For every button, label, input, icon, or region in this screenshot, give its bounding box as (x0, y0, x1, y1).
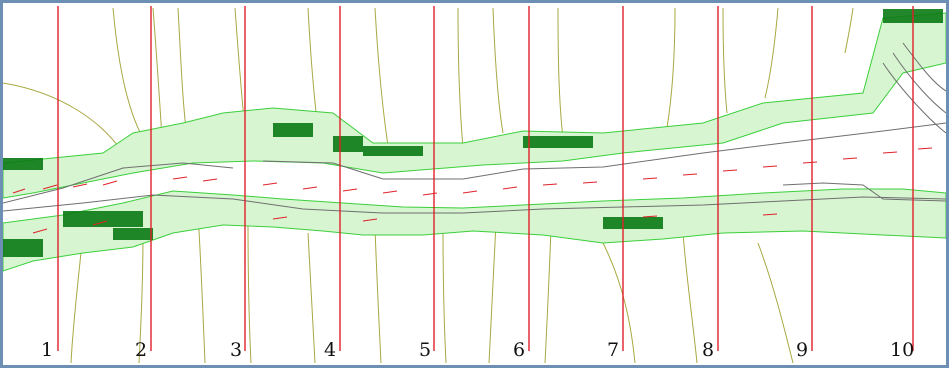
velocity-vector (42, 184, 58, 190)
dry-cell-block (3, 239, 43, 257)
contour-line (666, 7, 676, 129)
upper-bank-band (3, 12, 946, 199)
velocity-vector (682, 173, 698, 176)
section-label-2: 2 (135, 339, 148, 361)
section-label-8: 8 (702, 339, 715, 361)
contour-line (892, 52, 946, 114)
dry-cell-block (603, 217, 663, 229)
contour-line (844, 7, 854, 54)
section-label-10: 10 (890, 339, 915, 361)
velocity-vector (32, 228, 48, 234)
velocity-vector (502, 186, 518, 190)
velocity-vector (642, 177, 658, 180)
contour-line (488, 222, 497, 364)
velocity-vector (342, 188, 358, 192)
section-label-3: 3 (230, 339, 243, 361)
velocity-vector (302, 186, 318, 190)
section-label-1: 1 (41, 339, 54, 361)
contour-line (3, 194, 946, 214)
contour-line (602, 242, 636, 364)
wet-cell-mesh (3, 12, 946, 272)
contour-line (457, 7, 464, 149)
dry-cell-blocks (3, 9, 943, 257)
dry-cell-block (523, 136, 593, 148)
velocity-vector (882, 151, 898, 154)
velocity-vector (762, 165, 778, 168)
contour-line (138, 232, 144, 364)
velocity-vector (262, 182, 278, 186)
contour-line (782, 182, 946, 202)
dry-cell-block (3, 158, 43, 170)
dry-cell-block (113, 228, 153, 240)
lower-bank-band (3, 188, 946, 272)
contour-line (3, 162, 234, 204)
contour-line (442, 227, 447, 364)
velocity-vector (762, 213, 778, 216)
contour-line (197, 212, 206, 364)
contour-line (247, 217, 252, 364)
flow-field-plot[interactable] (3, 3, 946, 365)
velocity-vector (802, 161, 818, 164)
velocity-vector (582, 181, 598, 184)
dry-cell-block (273, 123, 313, 137)
section-label-9: 9 (796, 339, 809, 361)
contour-line (544, 227, 552, 364)
contour-line (882, 62, 946, 134)
contour-line (492, 7, 504, 134)
contour-line (557, 7, 564, 139)
section-label-6: 6 (513, 339, 526, 361)
velocity-vector (72, 183, 88, 188)
velocity-vector (362, 218, 378, 222)
velocity-vectors (12, 147, 933, 234)
contour-line (3, 82, 124, 154)
contour-line (902, 42, 946, 92)
section-label-5: 5 (419, 339, 432, 361)
contour-line (307, 232, 316, 364)
cross-section-lines (57, 6, 914, 351)
contour-line (682, 232, 698, 364)
contour-line (764, 7, 779, 99)
contour-lines-outer (3, 7, 854, 364)
dry-cell-block (363, 146, 423, 156)
velocity-vector (542, 183, 558, 186)
velocity-vector (722, 169, 738, 172)
velocity-vector (642, 215, 658, 218)
section-label-4: 4 (324, 339, 337, 361)
velocity-vector (92, 220, 108, 226)
velocity-vector (422, 192, 438, 196)
velocity-vector (272, 216, 288, 220)
velocity-vector (462, 190, 478, 194)
velocity-vector (172, 176, 188, 180)
velocity-vector (102, 180, 118, 186)
velocity-vector (842, 157, 858, 160)
velocity-vector (917, 147, 933, 150)
dry-cell-block (333, 136, 363, 152)
velocity-vector (382, 190, 398, 194)
contour-line (374, 7, 390, 154)
velocity-vector (12, 188, 26, 194)
section-label-7: 7 (607, 339, 620, 361)
velocity-vector (202, 178, 218, 182)
dry-cell-block (63, 211, 143, 227)
contour-line (757, 242, 794, 364)
contour-line (722, 7, 728, 114)
contour-line (262, 122, 946, 180)
contour-line (374, 227, 382, 364)
contour-lines-inner (3, 42, 946, 214)
